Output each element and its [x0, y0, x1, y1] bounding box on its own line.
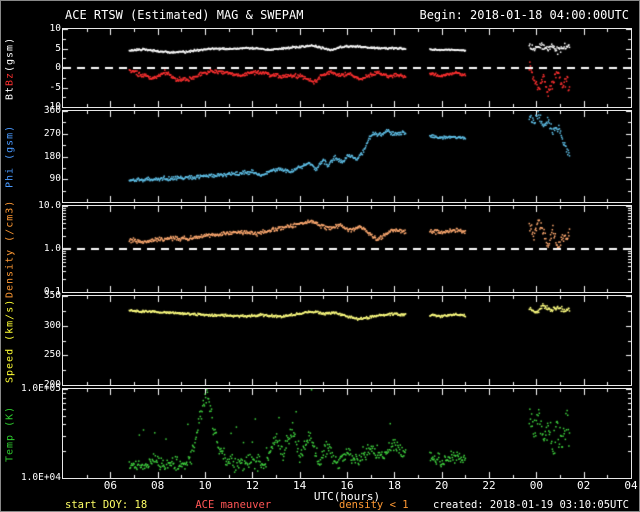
y-tick-label: 1.0E+04	[20, 472, 61, 483]
y-axis-title-density: Density (/cm3)	[3, 200, 17, 298]
y-tick-label: 270	[43, 127, 61, 139]
y-axis-title-part: Speed (km/s)	[4, 298, 16, 383]
x-tick-label: 18	[387, 479, 401, 492]
x-tick-label: 12	[245, 479, 259, 492]
y-axis-title-part: Density (/cm3)	[4, 199, 16, 299]
y-tick-label: 90	[49, 173, 61, 185]
x-tick-label: 00	[529, 479, 543, 492]
y-axis-title-temp: Temp (K)	[3, 389, 17, 478]
y-tick-label: 200	[43, 379, 61, 390]
y-tick-label: 0.1	[43, 286, 61, 297]
panel-speed	[62, 295, 632, 386]
y-tick-label: 1.0E+05	[20, 383, 61, 394]
y-tick-label: 180	[43, 150, 61, 162]
y-tick-label: 10.0	[38, 200, 61, 211]
begin-timestamp: Begin: 2018-01-18 04:00:00UTC	[419, 8, 629, 22]
y-tick-label: 5	[55, 42, 61, 54]
created-timestamp: created: 2018-01-19 03:10:05UTC	[433, 499, 629, 511]
panel-bt-bz	[62, 28, 632, 108]
x-tick-label: 14	[293, 479, 307, 492]
y-axis-title-part: Phi (gsm)	[4, 124, 16, 189]
y-axis-title-part: Bz	[4, 71, 16, 86]
start-doy-label: start DOY: 18	[65, 499, 148, 511]
panel-canvas-density	[63, 206, 631, 292]
x-tick-label: 08	[151, 479, 165, 492]
y-axis-title-part: (gsm)	[4, 36, 16, 72]
panel-canvas-phi	[63, 111, 631, 202]
y-tick-label: -10	[43, 101, 61, 112]
x-tick-label: 20	[435, 479, 449, 492]
y-tick-label: 350	[43, 290, 61, 301]
chart-title: ACE RTSW (Estimated) MAG & SWEPAM	[65, 8, 304, 22]
x-tick-label: 10	[198, 479, 212, 492]
x-tick-label: 06	[103, 479, 117, 492]
x-axis-title: UTC(hours)	[313, 490, 381, 503]
panel-phi	[62, 110, 632, 203]
x-tick-label: 04	[624, 479, 638, 492]
y-axis-title-bt-bz: Bt Bz (gsm)	[3, 29, 17, 107]
y-tick-label: 300	[43, 319, 61, 331]
x-tick-label: 02	[577, 479, 591, 492]
panel-canvas-speed	[63, 296, 631, 385]
panel-temp	[62, 388, 632, 479]
y-axis-title-speed: Speed (km/s)	[3, 296, 17, 385]
y-tick-label: 0	[55, 62, 61, 73]
x-tick-label: 16	[340, 479, 354, 492]
y-tick-label: 10	[49, 23, 61, 34]
y-axis-title-phi: Phi (gsm)	[3, 111, 17, 202]
y-tick-label: 360	[43, 105, 61, 116]
maneuver-note: ACE maneuver	[195, 499, 272, 511]
y-axis-title-part: Temp (K)	[4, 405, 16, 462]
caution-label: caution: ACE maneuver	[189, 499, 271, 511]
x-tick-label: 22	[482, 479, 496, 492]
y-tick-label: -5	[49, 81, 61, 93]
panel-canvas-temp	[63, 389, 631, 478]
y-tick-label: 1.0	[43, 243, 61, 254]
y-axis-title-part: Bt	[4, 85, 16, 100]
panel-canvas-bt-bz	[63, 29, 631, 107]
y-tick-label: 250	[43, 349, 61, 361]
panel-density	[62, 205, 632, 293]
density-note: density < 1	[339, 499, 409, 511]
